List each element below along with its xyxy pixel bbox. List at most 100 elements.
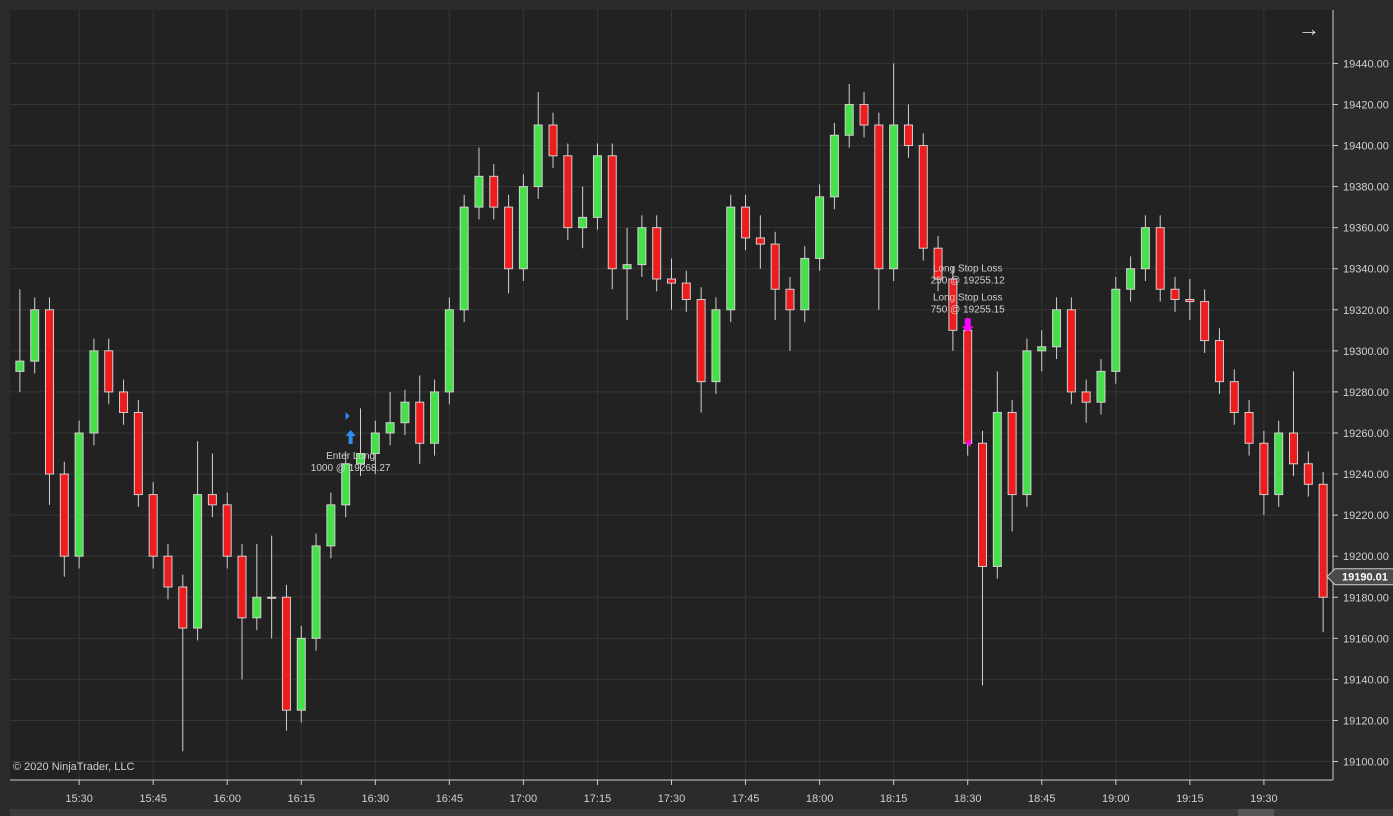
candle-body xyxy=(1170,288,1180,301)
candle-body xyxy=(119,391,129,413)
candle-body xyxy=(1155,227,1165,290)
y-tick-label: 19340.00 xyxy=(1343,264,1389,276)
copyright-text: © 2020 NinjaTrader, LLC xyxy=(13,761,135,773)
exit-marker-icon xyxy=(965,439,971,448)
candle-body xyxy=(844,103,854,136)
candle-body xyxy=(489,175,499,208)
y-tick-label: 19200.00 xyxy=(1343,551,1389,563)
execution-detail: 1000 @ 19268.27 xyxy=(311,463,391,474)
candle-body xyxy=(1007,411,1017,496)
x-tick-label: 18:00 xyxy=(806,793,834,805)
candle-body xyxy=(237,555,247,619)
candle-body xyxy=(652,227,662,280)
last-price-label: 19190.01 xyxy=(1342,572,1388,584)
x-tick-label: 19:00 xyxy=(1102,793,1130,805)
candle-body xyxy=(1259,442,1269,496)
candle-body xyxy=(815,196,825,259)
y-tick-label: 19320.00 xyxy=(1343,305,1389,317)
candle-body xyxy=(1052,309,1062,348)
candle-body xyxy=(741,206,751,239)
candle-body xyxy=(296,637,306,711)
candle-body xyxy=(1140,227,1150,270)
y-tick-label: 19440.00 xyxy=(1343,58,1389,70)
candle-body xyxy=(696,299,706,383)
scrollbar-thumb[interactable] xyxy=(1238,809,1274,816)
candle-body xyxy=(592,155,602,218)
candle-body xyxy=(978,442,988,567)
x-tick-label: 19:30 xyxy=(1250,793,1278,805)
candle-body xyxy=(474,175,484,208)
candle-body xyxy=(1318,483,1328,598)
last-price-marker xyxy=(1326,568,1393,586)
x-tick-label: 17:45 xyxy=(732,793,760,805)
horizontal-scrollbar[interactable] xyxy=(10,809,1393,816)
y-tick-label: 19420.00 xyxy=(1343,99,1389,111)
candle-body xyxy=(148,494,158,557)
candle-body xyxy=(281,596,291,711)
candle-body xyxy=(992,411,1002,567)
y-tick-label: 19140.00 xyxy=(1343,674,1389,686)
y-tick-label: 19100.00 xyxy=(1343,757,1389,769)
candle-body xyxy=(667,278,676,284)
candle-body xyxy=(459,206,469,311)
candle-body xyxy=(341,463,351,506)
y-tick-label: 19300.00 xyxy=(1343,346,1389,358)
candle-body xyxy=(1185,299,1195,303)
y-tick-label: 19120.00 xyxy=(1343,715,1389,727)
candle-body xyxy=(1274,432,1284,496)
candle-body xyxy=(785,288,795,311)
execution-label: Long Stop Loss xyxy=(933,264,1003,275)
candle-body xyxy=(1111,288,1121,372)
candle-body xyxy=(755,237,765,245)
x-tick-label: 15:30 xyxy=(65,793,93,805)
candle-body xyxy=(770,243,780,290)
execution-detail: 250 @ 19255.12 xyxy=(931,276,1006,287)
x-tick-label: 17:30 xyxy=(658,793,686,805)
entry-arrow-icon xyxy=(345,430,356,445)
candle-body xyxy=(563,155,573,229)
candle-body xyxy=(193,494,203,629)
candle-body xyxy=(1037,346,1047,352)
candle-body xyxy=(89,350,99,434)
candle-body xyxy=(874,124,884,270)
y-tick-label: 19240.00 xyxy=(1343,469,1389,481)
candle-body xyxy=(400,401,410,424)
candle-body xyxy=(1244,411,1254,444)
candle-body xyxy=(163,555,173,588)
candle-body xyxy=(1229,381,1239,413)
x-tick-label: 18:15 xyxy=(880,793,908,805)
candle-body xyxy=(74,432,84,557)
y-tick-label: 19220.00 xyxy=(1343,510,1389,522)
execution-label: Long Stop Loss xyxy=(933,293,1003,304)
candle-body xyxy=(1066,309,1076,393)
candle-body xyxy=(59,473,69,557)
candle-body xyxy=(889,124,899,270)
y-tick-label: 19260.00 xyxy=(1343,428,1389,440)
exit-arrow-icon xyxy=(961,318,974,333)
x-tick-label: 17:00 xyxy=(510,793,538,805)
candle-body xyxy=(178,586,188,629)
candle-body xyxy=(30,309,40,362)
candle-body xyxy=(548,124,558,157)
arrow-right-icon[interactable]: → xyxy=(1298,16,1320,41)
candle-body xyxy=(681,282,691,301)
x-tick-label: 16:45 xyxy=(436,793,464,805)
candle-body xyxy=(933,247,943,280)
candle-body xyxy=(829,134,839,198)
candle-body xyxy=(918,145,928,249)
candle-body xyxy=(1126,268,1136,290)
candle-body xyxy=(711,309,721,383)
candle-body xyxy=(311,545,321,639)
x-tick-label: 17:15 xyxy=(584,793,612,805)
candle-body xyxy=(726,206,736,311)
candle-body xyxy=(1200,301,1210,342)
y-tick-label: 19400.00 xyxy=(1343,141,1389,153)
candle-body xyxy=(963,329,973,444)
y-tick-label: 19280.00 xyxy=(1343,387,1389,399)
candle-body xyxy=(1022,350,1032,496)
execution-detail: 750 @ 19255.15 xyxy=(931,305,1006,316)
candle-body xyxy=(1096,370,1106,403)
x-tick-label: 16:15 xyxy=(287,793,315,805)
candle-body xyxy=(207,494,217,506)
